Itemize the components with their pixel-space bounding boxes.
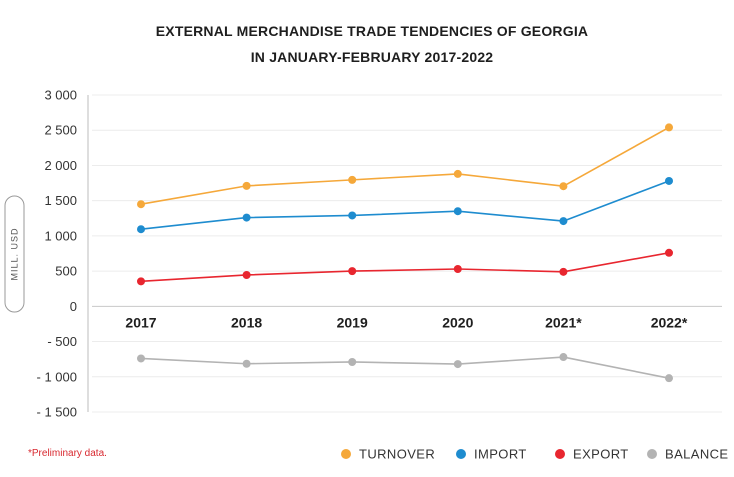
y-tick-label: 3 000 [44,88,77,103]
data-point-balance [348,357,357,366]
y-tick-label: 1 500 [44,193,77,208]
y-tick-label: - 1 000 [37,369,77,384]
data-point-balance [665,374,673,383]
y-axis: 3 000 2 500 2 000 1 500 1 000 500 0 - 500 - 1 00… [37,88,89,420]
legend-marker-export [555,449,565,459]
y-axis-label-box [4,195,25,313]
legend-marker-balance [647,449,657,459]
x-axis: 2017 2018 2019 2020 2021* 2022* [125,314,687,330]
series-balance [137,353,673,383]
grid-lines [92,94,722,413]
data-point-export [348,267,357,276]
legend-item-turnover: TURNOVER [341,447,435,462]
data-point-turnover [665,123,673,132]
series-import [137,176,673,234]
data-point-import [348,211,357,220]
legend-marker-turnover [341,449,351,459]
data-point-export [665,248,673,257]
data-point-balance [453,360,462,369]
legend-label-import: IMPORT [474,447,527,462]
y-tick-label: - 500 [47,334,77,349]
data-point-import [665,176,673,185]
data-point-turnover [453,169,462,178]
data-point-import [242,213,251,222]
legend-item-import: IMPORT [456,447,527,462]
data-point-balance [137,354,145,363]
data-point-balance [559,353,568,362]
legend-label-balance: BALANCE [665,447,729,462]
y-axis-label-group: MILL. USD [4,195,25,313]
x-tick-label: 2017 [125,314,156,330]
legend: TURNOVER IMPORT EXPORT BALANCE [341,447,729,462]
series-turnover [137,123,673,209]
data-point-export [137,277,145,286]
data-point-turnover [137,200,145,209]
chart-title-line2: IN JANUARY-FEBRUARY 2017-2022 [251,49,494,65]
x-tick-label: 2022* [651,314,688,330]
data-point-turnover [559,182,568,191]
data-point-turnover [348,175,357,184]
data-point-import [453,207,462,216]
y-tick-label: 2 500 [44,123,77,138]
x-tick-label: 2019 [337,314,368,330]
series-line-turnover [140,126,670,205]
legend-marker-import [456,449,466,459]
data-point-export [559,267,568,276]
chart-title-line1: EXTERNAL MERCHANDISE TRADE TENDENCIES OF… [156,23,589,39]
y-tick-label: - 1 500 [37,405,77,420]
series-line-balance [140,356,670,379]
data-point-turnover [242,181,251,190]
legend-item-export: EXPORT [555,447,629,462]
data-point-export [453,264,462,273]
legend-label-export: EXPORT [573,447,629,462]
y-tick-label: 500 [55,264,77,279]
series-group [137,123,673,383]
series-line-import [140,180,670,230]
series-export [137,248,673,286]
data-point-import [137,225,145,234]
data-point-balance [242,359,251,368]
series-line-export [140,252,670,283]
y-tick-label: 2 000 [44,158,77,173]
legend-item-balance: BALANCE [647,447,729,462]
y-tick-label: 1 000 [44,228,77,243]
x-tick-label: 2020 [442,314,473,330]
data-point-export [242,270,251,279]
x-tick-label: 2021* [545,314,582,330]
x-tick-label: 2018 [231,314,262,330]
legend-label-turnover: TURNOVER [359,447,435,462]
y-axis-label: MILL. USD [10,227,20,280]
data-point-import [559,217,568,226]
y-tick-label: 0 [70,299,77,314]
preliminary-note: *Preliminary data. [28,448,107,459]
